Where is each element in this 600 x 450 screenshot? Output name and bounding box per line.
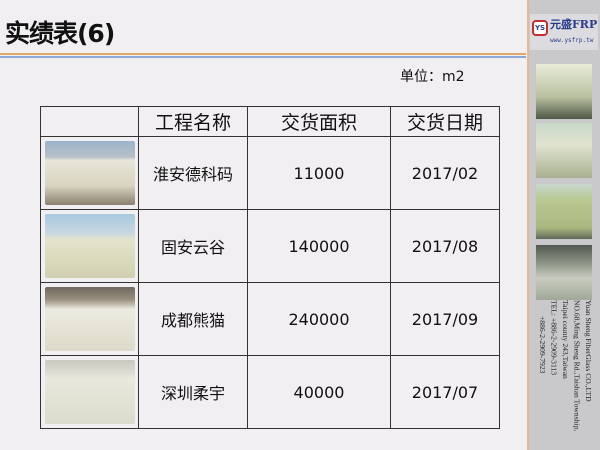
address-line: TEL: +886-2-2909-3113: [549, 300, 559, 376]
header-date: 交货日期: [390, 106, 500, 137]
header-area: 交货面积: [247, 106, 391, 137]
table-header-row: 工程名称 交货面积 交货日期: [40, 106, 500, 137]
table-row: 固安云谷 140000 2017/08: [40, 209, 500, 283]
company-address: Yuan Sheng FiberGlass CO.,LTD NO.68,Ming…: [532, 300, 594, 448]
address-line: NO.68,Ming Sheng Rd.,Taishan Township,: [572, 300, 582, 432]
address-line: Yuan Sheng FiberGlass CO.,LTD: [584, 300, 593, 402]
sidebar-photo-tank: [536, 123, 592, 178]
blue-divider: [0, 56, 526, 58]
logo-mark-icon: YS: [532, 20, 548, 36]
project-date: 2017/07: [390, 355, 500, 429]
project-area: 11000: [247, 136, 391, 210]
project-name: 成都熊猫: [138, 282, 248, 356]
logo-name: 元盛FRP: [550, 18, 598, 31]
project-name: 深圳柔宇: [138, 355, 248, 429]
header-project-name: 工程名称: [138, 106, 248, 137]
table-row: 成都熊猫 240000 2017/09: [40, 282, 500, 356]
page-title: 实绩表(6): [5, 19, 115, 48]
project-name: 固安云谷: [138, 209, 248, 283]
address-line: Taipei county 243,Taiwan: [561, 300, 570, 379]
logo-url: www.ysfrp.tw: [550, 37, 594, 44]
address-line: +886-2-2909-7923: [538, 316, 547, 374]
orange-divider: [0, 53, 526, 55]
sidebar-photo-floor: [536, 245, 592, 300]
table-row: 淮安德科码 11000 2017/02: [40, 136, 500, 210]
company-logo: YS 元盛FRP www.ysfrp.tw: [530, 14, 598, 50]
project-date: 2017/02: [390, 136, 500, 210]
project-photo: [44, 287, 135, 351]
unit-label: 单位：m2: [400, 69, 465, 85]
project-photo: [44, 141, 135, 205]
header-photo: [40, 106, 139, 137]
project-area: 240000: [247, 282, 391, 356]
sidebar-photo-silos: [536, 184, 592, 239]
project-photo: [44, 214, 135, 278]
project-name: 淮安德科码: [138, 136, 248, 210]
table-row: 深圳柔宇 40000 2017/07: [40, 355, 500, 429]
project-date: 2017/09: [390, 282, 500, 356]
project-photo: [44, 360, 135, 424]
project-date: 2017/08: [390, 209, 500, 283]
performance-table: 工程名称 交货面积 交货日期 淮安德科码 11000 2017/02 固安云谷 …: [40, 106, 500, 429]
project-area: 40000: [247, 355, 391, 429]
project-area: 140000: [247, 209, 391, 283]
sidebar-photo-structure: [536, 64, 592, 119]
